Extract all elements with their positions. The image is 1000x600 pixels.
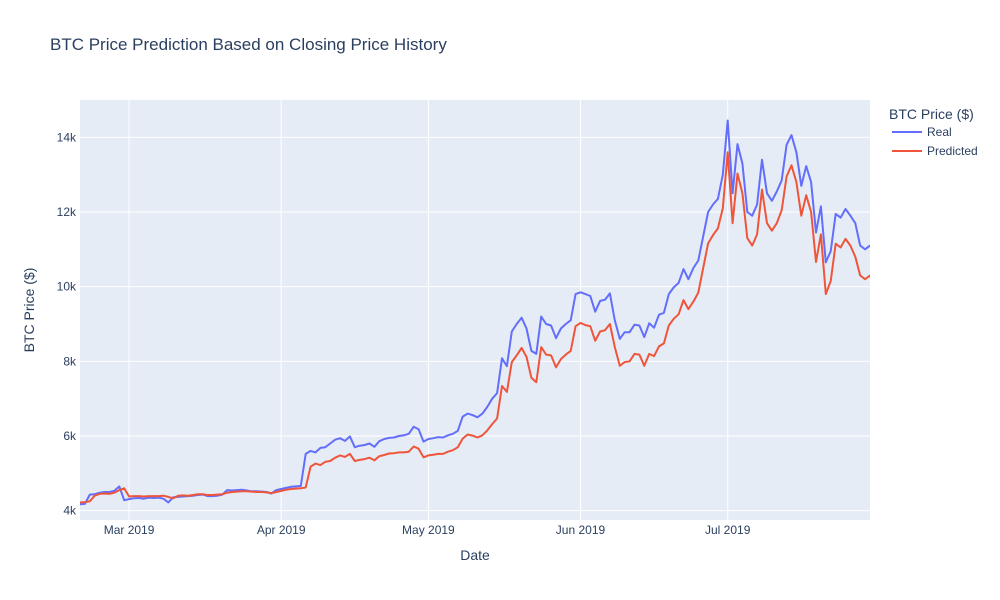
legend-label-real[interactable]: Real	[927, 125, 952, 139]
legend-title: BTC Price ($)	[889, 106, 974, 122]
legend: BTC Price ($) Real Predicted	[889, 106, 978, 158]
chart-title: BTC Price Prediction Based on Closing Pr…	[50, 35, 447, 54]
y-axis-title: BTC Price ($)	[21, 268, 37, 353]
x-tick-label: May 2019	[402, 523, 455, 537]
x-axis-title: Date	[460, 547, 490, 563]
y-tick-label: 8k	[63, 354, 77, 368]
y-tick-label: 6k	[63, 429, 77, 443]
x-tick-label: Jul 2019	[705, 523, 751, 537]
plot-area[interactable]	[80, 100, 870, 520]
y-tick-label: 4k	[63, 504, 77, 518]
series-lines	[80, 119, 885, 506]
x-tick-label: Mar 2019	[104, 523, 155, 537]
y-tick-label: 12k	[57, 205, 77, 219]
y-tick-label: 14k	[57, 130, 77, 144]
x-tick-label: Jun 2019	[556, 523, 606, 537]
legend-label-predicted[interactable]: Predicted	[927, 144, 978, 158]
y-tick-label: 10k	[57, 280, 77, 294]
series-line-predicted[interactable]	[80, 151, 880, 504]
y-axis-ticks: 4k 6k 8k 10k 12k 14k	[57, 130, 77, 517]
x-axis-ticks: Mar 2019 Apr 2019 May 2019 Jun 2019 Jul 2019	[104, 523, 751, 537]
x-tick-label: Apr 2019	[257, 523, 306, 537]
series-line-real[interactable]	[80, 119, 885, 506]
